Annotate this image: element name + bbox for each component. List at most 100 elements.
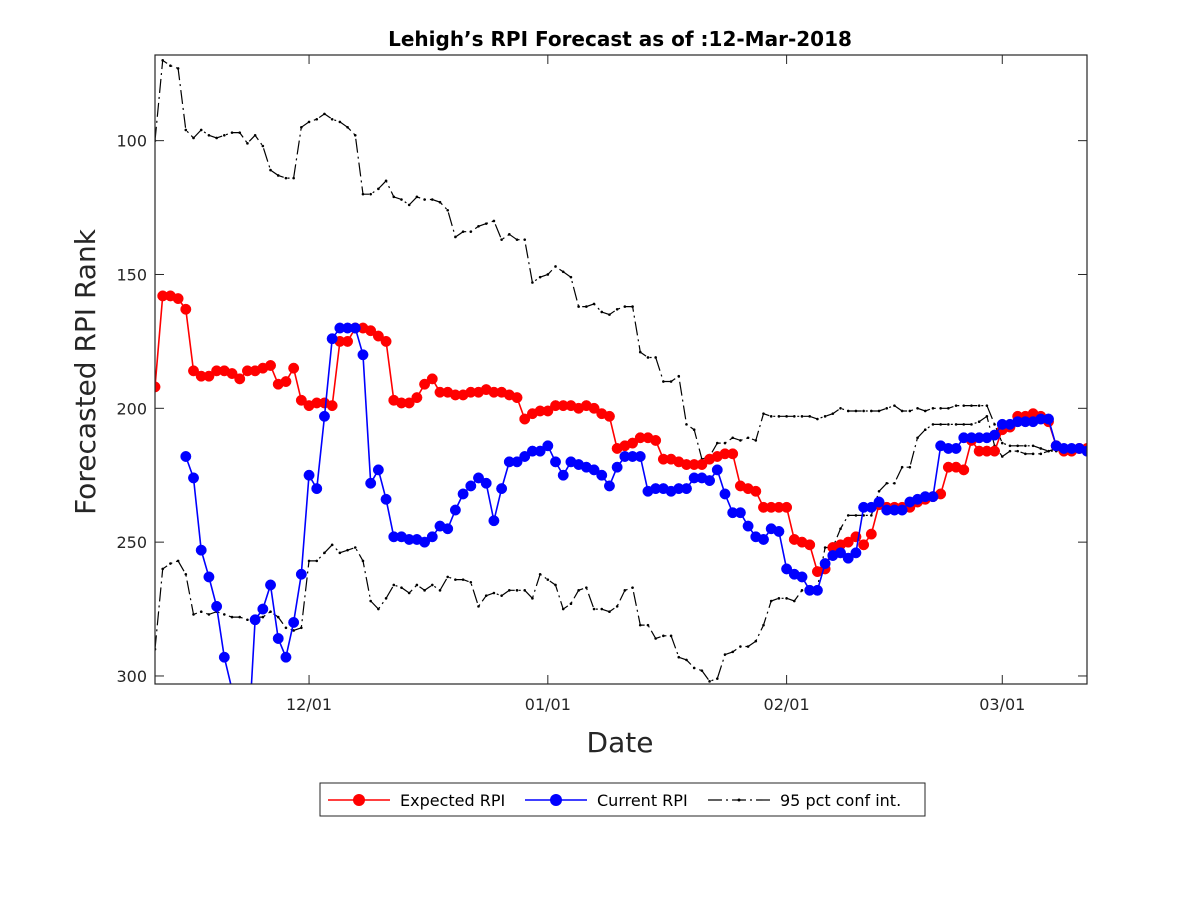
data-point [265,579,276,591]
conf-band-point [777,597,781,600]
conf-band-point [554,265,557,268]
conf-band-point [176,559,180,563]
conf-band-point [692,666,696,670]
data-point [411,392,423,404]
conf-band-point [808,415,812,418]
conf-band-point [207,133,211,137]
conf-band-point [854,514,858,517]
data-point [796,571,808,583]
conf-band-point [870,514,873,517]
legend-marker [353,794,365,806]
data-point [511,456,523,468]
conf-band-point [831,412,835,415]
conf-band-point [238,615,242,619]
data-point [550,456,561,468]
conf-band-point [800,589,804,592]
conf-band-point [161,59,165,62]
conf-band-point [1016,444,1019,448]
data-point [634,451,646,462]
conf-band-point [785,597,788,600]
conf-band-point [585,586,588,589]
conf-band-point [161,567,165,571]
data-point [372,330,384,342]
conf-band-point [246,142,249,145]
data-point [188,472,199,484]
conf-band-point [284,176,288,180]
conf-band-point [392,583,396,587]
conf-band-point [169,562,172,565]
conf-band-point [561,607,565,611]
data-point [696,459,708,470]
conf-band-point [276,615,280,619]
data-point [326,400,338,412]
conf-band-point [423,198,426,201]
data-point [850,547,862,559]
conf-band-point [415,583,419,587]
conf-band-point [608,313,611,316]
conf-band-point [484,594,488,597]
conf-band-point [908,465,912,469]
data-point [588,464,600,476]
data-point [442,523,454,535]
legend-item-2: 95 pct conf int. [708,791,901,810]
conf-band-point [192,136,195,140]
conf-band-point [731,436,734,440]
conf-band-point [762,623,765,627]
conf-band-point [369,599,372,603]
conf-band-point [1024,444,1027,448]
conf-band-point [731,650,734,654]
conf-band-point [769,599,773,603]
data-point [734,507,746,519]
x-tick-label: 01/01 [525,695,571,714]
data-point [542,440,554,452]
conf-band-point [723,441,727,445]
data-point [449,504,461,516]
conf-band-point [839,407,842,410]
data-point [311,483,323,495]
conf-band-point [207,613,211,616]
data-point [357,349,369,361]
chart-title: Lehigh’s RPI Forecast as of :12-Mar-2018 [388,27,852,51]
data-point [188,365,199,377]
data-point [380,335,392,347]
conf-band-point [585,305,588,308]
conf-band-point [893,404,896,407]
data-point [781,563,793,575]
conf-band-point [985,415,989,418]
conf-band-point [900,409,904,413]
conf-band-point [454,578,457,581]
legend-label: Current RPI [597,791,688,810]
y-tick-label: 150 [116,265,147,284]
conf-band-point [531,281,534,284]
data-point [989,429,1001,441]
conf-band-point [1031,444,1035,448]
data-point [280,651,292,663]
data-point [496,483,508,495]
conf-band-point [1008,444,1012,448]
data-point [1043,413,1054,425]
conf-band-point [754,439,758,442]
conf-band-point [531,597,534,600]
data-point [858,539,870,551]
data-point [681,483,692,495]
conf-band-point [477,225,480,228]
conf-band-point [169,64,172,68]
conf-band-point [715,441,719,445]
conf-band-point [377,607,380,611]
conf-band-point [415,195,419,199]
conf-band-point [846,514,850,517]
conf-band-line [155,415,1072,683]
conf-band-point [515,589,519,592]
conf-band-point [384,179,388,183]
conf-band-point [623,589,627,592]
data-point [211,600,223,612]
conf-band-point [323,551,326,555]
conf-band-point [300,125,303,129]
data-point [426,373,438,385]
conf-band-point [893,481,896,485]
y-tick-label: 200 [116,399,147,418]
conf-band-point [615,307,619,311]
conf-band-point [793,599,796,603]
conf-band-point [338,120,342,124]
conf-band-point [662,634,665,638]
